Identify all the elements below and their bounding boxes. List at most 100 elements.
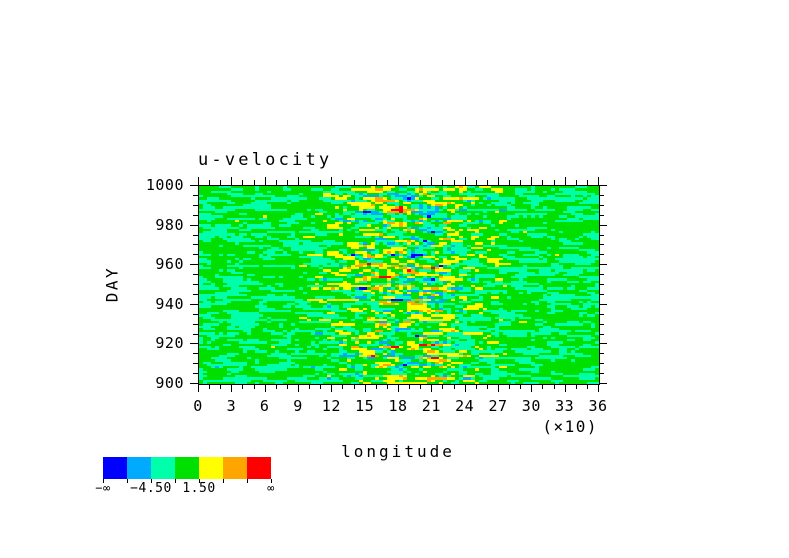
x-major-tick-top — [565, 177, 566, 185]
x-tick-label: 0 — [193, 397, 203, 415]
y-minor-tick-right — [599, 274, 604, 275]
y-major-tick-right — [599, 264, 607, 265]
y-minor-tick — [193, 244, 198, 245]
x-major-tick — [598, 384, 599, 392]
colorbar-tick — [151, 479, 152, 483]
heatmap-field — [199, 186, 599, 384]
colorbar-swatch — [151, 457, 175, 479]
y-major-tick — [190, 225, 198, 226]
y-major-tick — [190, 185, 198, 186]
x-minor-tick-top — [276, 180, 277, 185]
x-major-tick — [231, 384, 232, 392]
x-minor-tick-top — [409, 180, 410, 185]
x-major-tick — [331, 384, 332, 392]
x-tick-label: 3 — [226, 397, 237, 415]
x-minor-tick-top — [509, 180, 510, 185]
colorbar-tick — [199, 479, 200, 483]
y-major-tick — [190, 383, 198, 384]
y-minor-tick-right — [599, 363, 604, 364]
colorbar-tick — [271, 479, 272, 483]
x-tick-label: 24 — [455, 397, 475, 415]
x-minor-tick-top — [587, 180, 588, 185]
x-major-tick-top — [598, 177, 599, 185]
y-tick-label: 980 — [155, 215, 184, 234]
x-minor-tick — [587, 384, 588, 389]
x-major-tick-top — [331, 177, 332, 185]
x-major-tick-top — [498, 177, 499, 185]
x-minor-tick-top — [420, 180, 421, 185]
x-axis-title: longitude — [341, 442, 455, 461]
x-major-tick — [398, 384, 399, 392]
x-minor-tick — [454, 384, 455, 389]
x-tick-label: 27 — [488, 397, 508, 415]
y-major-tick — [190, 304, 198, 305]
x-minor-tick-top — [342, 180, 343, 185]
x-major-tick — [198, 384, 199, 392]
x-major-tick-top — [298, 177, 299, 185]
x-minor-tick-top — [576, 180, 577, 185]
x-major-tick — [265, 384, 266, 392]
y-tick-label: 920 — [155, 334, 184, 353]
x-tick-label: 9 — [293, 397, 303, 415]
colorbar-swatch — [247, 457, 271, 479]
heatmap-plot-area — [198, 185, 600, 385]
y-minor-tick-right — [599, 334, 604, 335]
y-major-tick-right — [599, 185, 607, 186]
y-minor-tick — [193, 205, 198, 206]
colorbar-tick — [127, 479, 128, 483]
x-minor-tick-top — [254, 180, 255, 185]
y-minor-tick-right — [599, 373, 604, 374]
x-major-tick — [465, 384, 466, 392]
x-tick-label: 15 — [355, 397, 375, 415]
y-minor-tick-right — [599, 314, 604, 315]
x-minor-tick-top — [487, 180, 488, 185]
x-major-tick-top — [365, 177, 366, 185]
y-axis-title: DAY — [102, 265, 122, 303]
y-minor-tick-right — [599, 294, 604, 295]
x-minor-tick — [542, 384, 543, 389]
x-major-tick-top — [231, 177, 232, 185]
x-tick-label: 33 — [555, 397, 575, 415]
colorbar-label: −4.50 — [130, 481, 172, 496]
x-major-tick — [531, 384, 532, 392]
x-major-tick-top — [265, 177, 266, 185]
y-tick-label: 900 — [155, 374, 184, 392]
x-minor-tick — [387, 384, 388, 389]
x-major-tick-top — [465, 177, 466, 185]
y-minor-tick-right — [599, 195, 604, 196]
x-tick-label: 21 — [421, 397, 441, 415]
y-minor-tick-right — [599, 284, 604, 285]
x-major-tick — [431, 384, 432, 392]
x-minor-tick — [476, 384, 477, 389]
x-major-tick-top — [198, 177, 199, 185]
x-minor-tick — [442, 384, 443, 389]
x-minor-tick — [576, 384, 577, 389]
y-minor-tick-right — [599, 254, 604, 255]
x-minor-tick — [420, 384, 421, 389]
y-major-tick — [190, 343, 198, 344]
x-minor-tick — [520, 384, 521, 389]
x-minor-tick — [354, 384, 355, 389]
colorbar-tick — [103, 479, 104, 483]
colorbar-swatch — [103, 457, 127, 479]
y-major-tick-right — [599, 225, 607, 226]
x-minor-tick-top — [454, 180, 455, 185]
x-major-tick — [498, 384, 499, 392]
y-minor-tick-right — [599, 244, 604, 245]
y-major-tick-right — [599, 383, 607, 384]
y-minor-tick — [193, 195, 198, 196]
x-minor-tick-top — [387, 180, 388, 185]
x-major-tick — [565, 384, 566, 392]
x-major-tick — [365, 384, 366, 392]
y-major-tick-right — [599, 343, 607, 344]
x-major-tick-top — [431, 177, 432, 185]
x-minor-tick-top — [376, 180, 377, 185]
x-minor-tick — [276, 384, 277, 389]
y-minor-tick — [193, 284, 198, 285]
y-tick-label: 960 — [155, 255, 184, 274]
y-tick-label: 940 — [155, 294, 184, 313]
x-minor-tick-top — [442, 180, 443, 185]
x-minor-tick-top — [542, 180, 543, 185]
colorbar-label: ∞ — [267, 481, 275, 495]
